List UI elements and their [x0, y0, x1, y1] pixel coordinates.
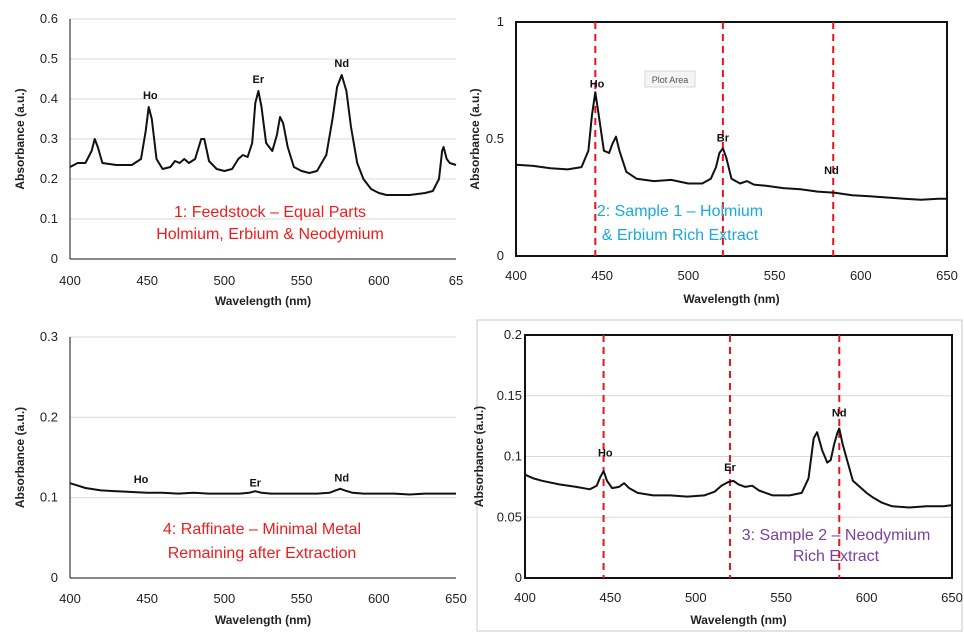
x-tick-label: 600 [368, 273, 390, 288]
y-tick-label: 0.2 [504, 327, 522, 342]
caption-line: 4: Raffinate – Minimal Metal [163, 521, 361, 538]
x-tick-label: 600 [856, 590, 878, 605]
x-tick-label: 450 [136, 591, 158, 606]
peak-label-nd: Nd [334, 58, 349, 70]
y-tick-label: 0 [51, 251, 58, 266]
y-tick-label: 0.2 [40, 409, 58, 424]
x-tick-label: 500 [685, 590, 707, 605]
peak-label-er: Er [724, 462, 736, 474]
y-tick-label: 0 [497, 248, 504, 263]
y-tick-label: 0.5 [486, 131, 504, 146]
spectrum-line [69, 74, 457, 196]
spectrum-line [515, 91, 947, 201]
y-axis-title: Absorbance (a.u.) [13, 407, 27, 508]
x-tick-label: 550 [291, 273, 313, 288]
caption-line: 3: Sample 2 – Neodymium [742, 527, 931, 544]
peak-label-ho: Ho [590, 79, 605, 91]
caption-line: & Erbium Rich Extract [602, 227, 759, 244]
x-tick-label: 500 [214, 591, 236, 606]
caption-line: Rich Extract [793, 548, 880, 565]
caption-line: Remaining after Extraction [168, 545, 357, 562]
peak-label-br: Br [717, 132, 730, 144]
caption-line: 1: Feedstock – Equal Parts [174, 204, 366, 221]
spectrum-line [69, 482, 456, 496]
y-tick-label: 0.3 [40, 131, 58, 146]
y-tick-label: 0.5 [40, 51, 58, 66]
x-tick-label: 650 [445, 591, 467, 606]
y-tick-label: 0.2 [40, 171, 58, 186]
y-tick-label: 0 [515, 570, 522, 585]
y-tick-label: 0.1 [40, 490, 58, 505]
y-tick-label: 0.1 [40, 211, 58, 226]
x-tick-label: 650 [941, 590, 963, 605]
y-tick-label: 0.4 [40, 91, 58, 106]
x-tick-label: 600 [368, 591, 390, 606]
x-tick-label: 500 [678, 268, 700, 283]
y-tick-label: 0.3 [40, 329, 58, 344]
peak-label-nd: Nd [832, 407, 847, 419]
y-tick-label: 0 [51, 570, 58, 585]
x-tick-label: 400 [59, 273, 81, 288]
peak-label-ho: Ho [134, 474, 149, 486]
x-axis-title: Wavelength (nm) [690, 613, 786, 627]
peak-label-er: Er [249, 477, 261, 489]
chart-panel-4: 400 450 500 550 600 650 0 0.05 0.1 0.15 0.2 Wavelen… [472, 319, 963, 632]
x-tick-label: 650 [936, 268, 958, 283]
peak-label-ho: Ho [143, 90, 158, 102]
x-tick-label: 450 [591, 268, 613, 283]
y-tick-label: 0.05 [497, 509, 522, 524]
plot-area-tag-box [644, 70, 696, 88]
y-tick-label: 0.6 [40, 11, 58, 26]
x-tick-label: 400 [59, 591, 81, 606]
y-axis-title: Absorbance (a.u.) [13, 88, 27, 189]
x-tick-label: 550 [291, 591, 313, 606]
y-axis-title: Absorbance (a.u.) [472, 406, 486, 507]
peak-label-er: Er [253, 74, 265, 86]
peak-label-ho: Ho [598, 448, 613, 460]
x-axis-title: Wavelength (nm) [215, 294, 311, 308]
x-tick-label: 500 [214, 273, 236, 288]
plot-area-tag: Plot Area [652, 75, 689, 85]
x-tick-label: 550 [764, 268, 786, 283]
x-tick-label: 450 [136, 273, 158, 288]
x-tick-label: 450 [600, 590, 622, 605]
caption-line: Holmium, Erbium & Neodymium [156, 226, 384, 243]
caption-line: 2: Sample 1 – Holmium [597, 203, 763, 220]
chart-panel-3: 400 450 500 550 600 650 0 0.1 0.2 0.3 Wavelength (… [13, 329, 467, 627]
peak-label-nd: Nd [824, 165, 839, 177]
chart-panel-1: 400 450 500 550 600 6500.10.20.30.40.50.6Wave… [13, 11, 463, 308]
x-tick-label: 65 [449, 273, 463, 288]
plot-frame [524, 334, 953, 579]
y-axis-title: Absorbance (a.u.) [468, 88, 482, 189]
y-tick-label: 1 [497, 14, 504, 29]
x-tick-label: 400 [514, 590, 536, 605]
spectrum-line [524, 427, 953, 509]
x-axis-title: Wavelength (nm) [215, 613, 311, 627]
y-tick-label: 0.15 [497, 388, 522, 403]
plot-frame [515, 21, 948, 257]
y-tick-label: 0.1 [504, 449, 522, 464]
panel-border [476, 319, 963, 632]
x-tick-label: 600 [850, 268, 872, 283]
x-tick-label: 550 [770, 590, 792, 605]
chart-panel-2: 400 450 500 550 600 650 0 0.5 1 Wavelength (nm) Ab… [468, 14, 958, 306]
x-tick-label: 400 [505, 268, 527, 283]
x-axis-title: Wavelength (nm) [683, 292, 779, 306]
peak-label-nd: Nd [334, 473, 349, 485]
